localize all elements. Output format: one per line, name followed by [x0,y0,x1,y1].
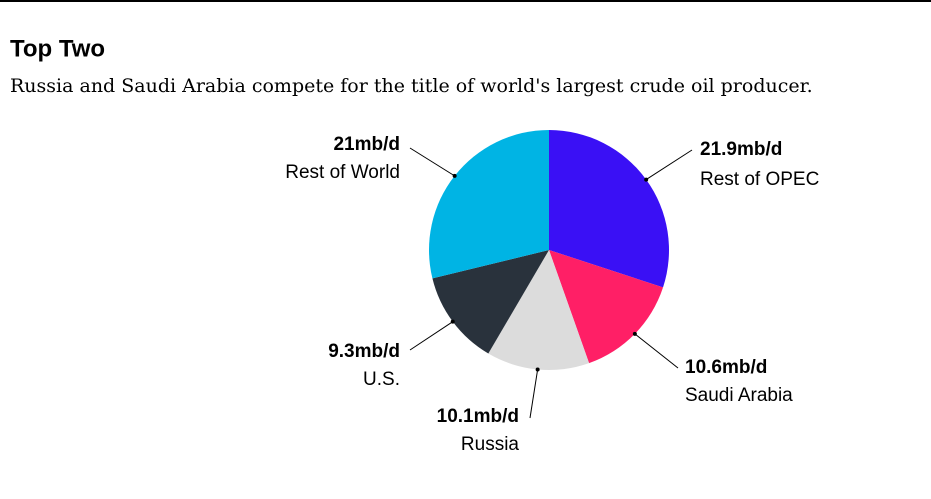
value-label: 10.1mb/d [437,406,519,427]
leader-line [645,149,693,181]
value-label: 9.3mb/d [328,341,400,362]
chart-subtitle: Russia and Saudi Arabia compete for the … [10,75,813,97]
category-label: U.S. [363,369,400,390]
value-label: 21.9mb/d [700,139,782,160]
leader-dot [535,367,540,372]
leader-line [634,333,679,369]
leader-line [409,321,454,351]
pie-slice [549,250,664,364]
leader-dot [632,331,637,336]
pie-slice [432,250,549,354]
pie-slice [488,250,590,371]
category-label: Rest of World [285,162,400,183]
leader-dot [452,173,457,178]
leader-dot [644,177,649,182]
value-label: 10.6mb/d [685,357,767,378]
category-label: Russia [461,434,520,455]
category-label: Rest of OPEC [700,169,819,190]
leader-line [409,147,455,177]
pie-slice [429,130,549,279]
leader-line [529,369,539,419]
category-label: Saudi Arabia [685,385,793,406]
leader-dot [450,319,455,324]
pie-slice [549,130,669,288]
chart-title: Top Two [10,35,105,62]
value-label: 21mb/d [333,134,400,155]
